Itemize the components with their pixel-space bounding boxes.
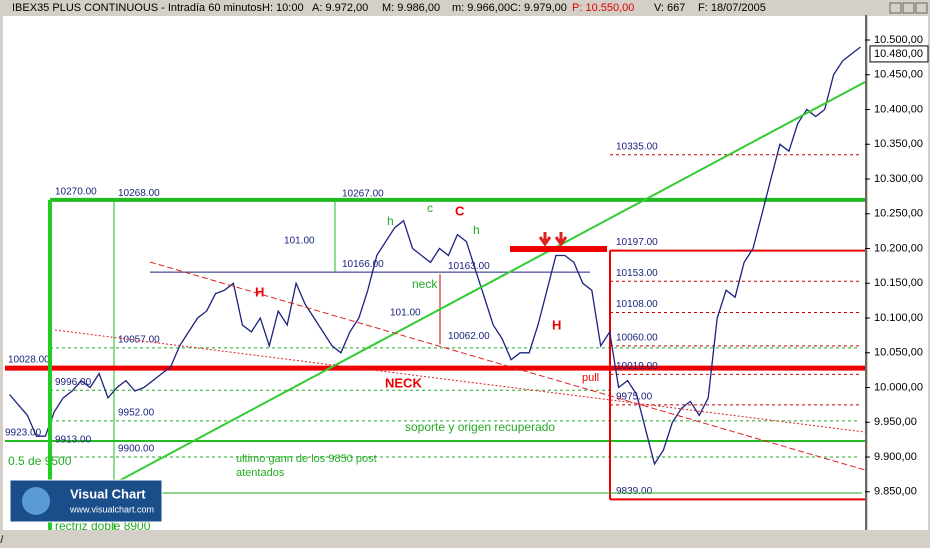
header-item: P: 10.550,00 [572,2,634,14]
arrow-icons [538,232,568,247]
level-label: 9975.00 [616,392,653,403]
trend-line [149,261,866,471]
annotation: neck [412,277,438,291]
minimize-button[interactable] [889,2,902,14]
header-item: M: 9.986,00 [382,2,440,14]
level-label: 10268.00 [118,188,160,199]
level-label: 10019.00 [616,361,658,372]
level-label: 9996.00 [55,377,92,388]
header-item: F: 18/07/2005 [698,2,766,14]
resistance-bar [510,246,607,252]
annotation: h [473,223,480,237]
annotation: pull [582,372,599,384]
window-buttons[interactable] [889,2,928,14]
last-price-label: 10.480,00 [874,48,923,60]
header: IBEX35 PLUS CONTINUOUS - Intradía 60 min… [12,2,766,14]
last-price-box [869,45,929,63]
annotation: 0.5 de 9500 [8,454,72,468]
level-label: 9913.00 [55,435,92,446]
y-tick-label: 9.950,00 [874,416,917,428]
y-tick-label: 10.350,00 [874,138,923,150]
level-label: 10108.00 [616,299,658,310]
y-tick-label: 9.850,00 [874,486,917,498]
annotation: NECK [385,375,422,390]
annotation: rectriz doble 8900 [55,519,151,533]
level-label: 10028.00 [8,355,50,366]
annotation: ultimo gann de los 9850 post [236,453,377,465]
trend-line [54,81,866,516]
y-axis-panel [868,16,928,530]
level-label: 10270.00 [55,187,97,198]
y-tick-label: 10.450,00 [874,69,923,81]
annotation: atentados [236,467,285,479]
level-label: 10267.00 [342,189,384,200]
y-tick-label: 10.400,00 [874,103,923,115]
level-label: 10153.00 [616,268,658,279]
level-label: 10057.00 [118,335,160,346]
y-tick-label: 10.050,00 [874,347,923,359]
y-tick-label: 10.000,00 [874,381,923,393]
y-tick-label: 10.250,00 [874,208,923,220]
header-item: V: 667 [654,2,685,14]
header-item: A: 9.972,00 [312,2,368,14]
y-tick-label: 10.300,00 [874,173,923,185]
header-item: C: 9.979,00 [510,2,567,14]
level-label: 10197.00 [616,237,658,248]
header-item: IBEX35 PLUS CONTINUOUS - Intradía 60 min… [12,2,263,14]
plot-area [3,16,865,530]
y-tick-label: 10.500,00 [874,34,923,46]
annotation: h [387,214,394,228]
annotation: H [552,317,561,332]
level-label: 10060.00 [616,332,658,343]
maximize-button[interactable] [902,2,915,14]
annotation: soporte y origen recuperado [405,420,555,434]
y-tick-label: 10.200,00 [874,242,923,254]
y-tick-label: 10.100,00 [874,312,923,324]
logo-url: www.visualchart.com [69,504,154,514]
level-label: 9900.00 [118,444,155,455]
logo-icon [22,487,50,515]
level-label: 10163.00 [448,261,490,272]
annotation: H [255,284,264,299]
header-item: m: 9.966,00 [452,2,510,14]
header-item: H: 10:00 [262,2,304,14]
level-label: 10166.00 [342,259,384,270]
level-label: 10062.00 [448,331,490,342]
annotation: C [455,203,465,218]
level-label: 9952.00 [118,408,155,419]
y-tick-label: 10.150,00 [874,277,923,289]
level-label: 9923.00 [5,428,42,439]
level-label: 9839.00 [616,486,653,497]
trend-line [54,329,866,433]
close-button[interactable] [915,2,928,14]
annotation: 101.00 [284,236,315,247]
annotation: 101.00 [390,308,421,319]
x-axis-panel [3,530,865,548]
price-line [9,46,861,466]
chart-layer: 10335.00 10270.00 10268.00 10267.00 10197.00… [0,15,929,546]
level-label: 10335.00 [616,141,658,152]
annotation: c [427,201,433,215]
logo-title: Visual Chart [70,486,146,501]
y-tick-label: 9.900,00 [874,451,917,463]
logo[interactable]: Visual Chart www.visualchart.com [9,479,163,523]
